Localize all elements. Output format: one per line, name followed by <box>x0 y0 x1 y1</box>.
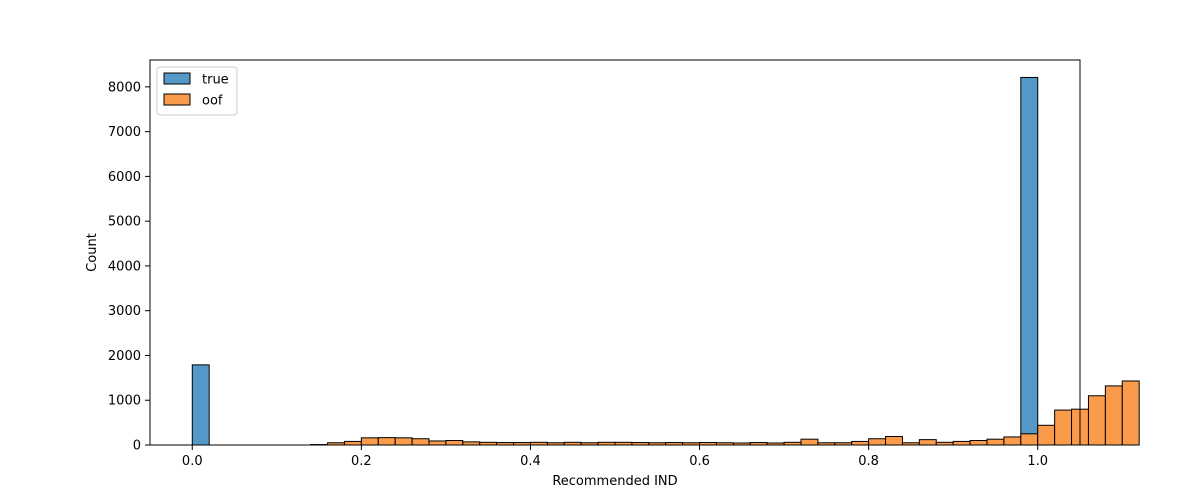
bar-oof <box>377 437 396 446</box>
y-tick-label: 2000 <box>108 349 141 364</box>
x-tick-label: 1.0 <box>1027 454 1048 469</box>
y-tick-label: 1000 <box>108 394 141 409</box>
bar-oof <box>343 440 362 446</box>
bar-oof <box>1121 380 1140 446</box>
bar-oof <box>800 438 819 446</box>
bar-oof <box>1003 436 1022 446</box>
y-axis-label: Count <box>85 233 100 272</box>
x-tick-label: 0.2 <box>351 454 372 469</box>
y-tick-label: 3000 <box>108 304 141 319</box>
legend-label-oof: oof <box>202 94 223 109</box>
y-tick-label: 4000 <box>108 259 141 274</box>
legend-label-true: true <box>202 73 229 88</box>
x-axis-label: Recommended IND <box>552 474 677 489</box>
bar-oof <box>918 439 937 446</box>
bar-oof <box>1054 409 1073 446</box>
bar-oof <box>885 435 903 446</box>
legend: true oof <box>156 66 238 116</box>
bar-oof <box>986 438 1005 446</box>
bar-oof <box>1020 433 1039 446</box>
bar-oof <box>969 440 988 446</box>
bar-true <box>191 364 210 446</box>
bar-oof <box>851 440 870 446</box>
bar-oof <box>394 437 413 446</box>
legend-swatch-oof <box>163 93 191 106</box>
y-tick-label: 6000 <box>108 170 141 185</box>
x-axis-ticks: 0.0 0.2 0.4 0.6 0.8 1.0 <box>182 445 1048 469</box>
x-tick-label: 0.4 <box>520 454 541 469</box>
bar-oof <box>868 438 887 446</box>
bar-oof <box>952 440 971 446</box>
bar-oof <box>1104 385 1123 446</box>
y-tick-label: 8000 <box>108 80 141 95</box>
bar-oof <box>445 440 464 446</box>
y-tick-label: 0 <box>133 439 141 454</box>
bar-oof <box>1037 424 1056 446</box>
legend-swatch-true <box>163 72 191 85</box>
x-tick-label: 0.6 <box>689 454 710 469</box>
y-tick-label: 5000 <box>108 215 141 230</box>
bars-true-series <box>191 76 1039 446</box>
bar-oof <box>428 440 447 446</box>
x-tick-label: 0.8 <box>858 454 879 469</box>
y-axis-ticks: 0 1000 2000 3000 4000 5000 6000 7000 8000 <box>108 80 150 454</box>
bar-oof <box>411 438 430 446</box>
x-tick-label: 0.0 <box>182 454 203 469</box>
plot-area-frame <box>149 59 1081 446</box>
y-tick-label: 7000 <box>108 125 141 140</box>
bar-oof <box>360 437 379 446</box>
bar-oof <box>1087 395 1106 446</box>
bars-oof-series <box>310 380 1140 446</box>
bar-true <box>1020 76 1039 446</box>
